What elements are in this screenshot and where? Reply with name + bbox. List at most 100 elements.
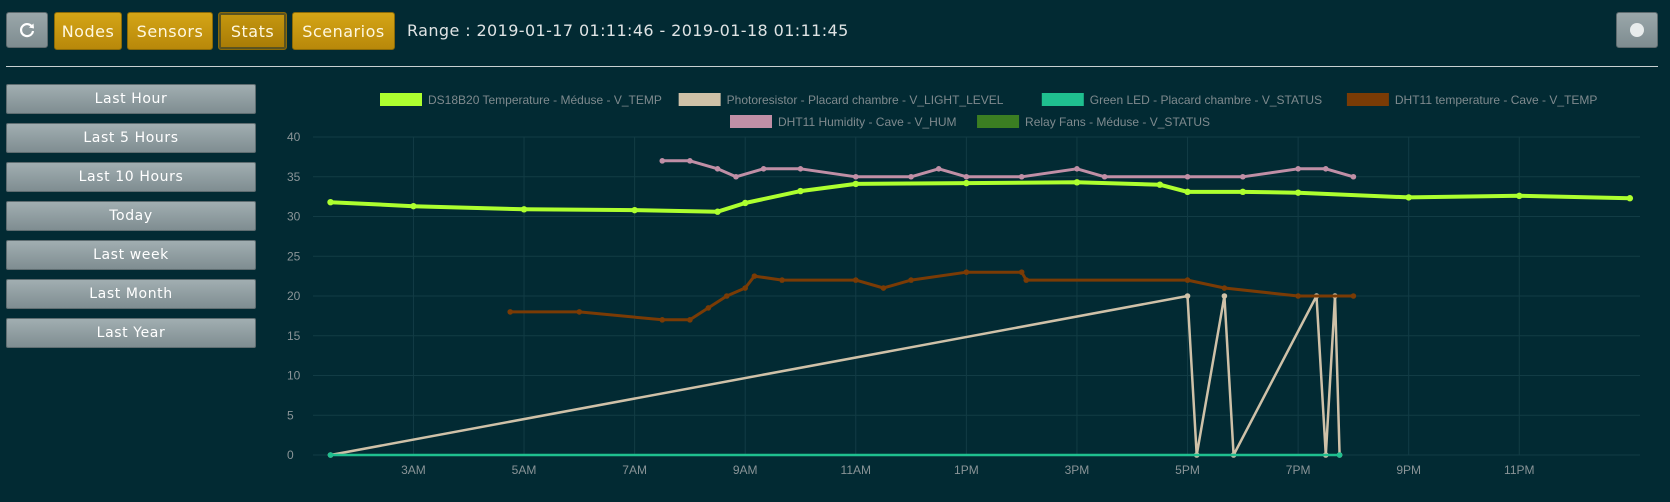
y-tick-label: 10 xyxy=(287,369,301,383)
legend-swatch xyxy=(977,115,1020,128)
data-point xyxy=(1221,285,1228,291)
x-tick-label: 3PM xyxy=(1065,463,1090,477)
data-point xyxy=(797,187,804,195)
data-point xyxy=(1184,188,1191,196)
refresh-button[interactable] xyxy=(6,12,48,48)
data-point xyxy=(1184,173,1191,180)
data-point xyxy=(852,173,859,180)
data-point xyxy=(1018,173,1025,180)
data-point xyxy=(507,309,514,315)
data-point xyxy=(1516,192,1523,200)
data-point xyxy=(1101,173,1108,180)
stats-chart: 0 5 10 15 20 25 30 35 40 3AM 5AM 7AM 9AM 11AM 1PM 3PM 5P… xyxy=(280,85,1660,489)
x-tick-label: 1PM xyxy=(954,463,979,477)
legend-label: DS18B20 Temperature - Méduse - V_TEMP xyxy=(428,93,662,107)
data-point xyxy=(520,206,528,213)
toggle-button[interactable] xyxy=(1616,12,1658,48)
data-point xyxy=(1184,277,1191,283)
range-today-button[interactable]: Today xyxy=(6,201,256,231)
y-tick-label: 35 xyxy=(287,170,301,184)
range-last-week-button[interactable]: Last week xyxy=(6,240,256,270)
legend-label: Green LED - Placard chambre - V_STATUS xyxy=(1090,93,1322,107)
legend-label: Photoresistor - Placard chambre - V_LIGH… xyxy=(727,93,1004,107)
data-point xyxy=(1626,195,1634,202)
range-last-hour-button[interactable]: Last Hour xyxy=(6,84,256,114)
data-point xyxy=(797,166,804,172)
toolbar: Nodes Sensors Stats Scenarios Range : 20… xyxy=(6,12,1658,50)
range-last-year-button[interactable]: Last Year xyxy=(6,318,256,348)
data-point xyxy=(576,309,583,315)
nav-sensors-button[interactable]: Sensors xyxy=(127,12,213,50)
x-tick-label: 9PM xyxy=(1396,463,1421,477)
data-point xyxy=(723,293,730,299)
data-point xyxy=(705,305,712,311)
legend-swatch xyxy=(380,93,422,106)
data-point xyxy=(779,277,785,283)
data-point xyxy=(1405,194,1412,201)
data-point xyxy=(1336,452,1343,458)
data-point xyxy=(742,285,748,291)
data-point xyxy=(1023,277,1030,283)
y-tick-label: 40 xyxy=(287,130,301,144)
stats-chart-svg: 0 5 10 15 20 25 30 35 40 3AM 5AM 7AM 9AM 11AM 1PM 3PM 5P… xyxy=(287,93,1640,477)
legend-swatch xyxy=(678,93,721,106)
data-point xyxy=(687,317,693,323)
legend-swatch xyxy=(1041,93,1084,106)
x-tick-label: 11PM xyxy=(1504,463,1534,477)
data-point xyxy=(1322,166,1329,172)
nav-nodes-button[interactable]: Nodes xyxy=(54,12,122,50)
data-point xyxy=(1074,166,1080,172)
legend-swatch xyxy=(730,115,772,128)
data-point xyxy=(935,166,942,172)
x-tick-label: 9AM xyxy=(733,463,758,477)
data-point xyxy=(1295,166,1301,172)
time-range-sidebar: Last Hour Last 5 Hours Last 10 Hours Tod… xyxy=(6,84,256,357)
data-point xyxy=(1018,269,1025,275)
data-point xyxy=(852,277,859,283)
legend-label: DHT11 temperature - Cave - V_TEMP xyxy=(1395,93,1598,107)
data-point xyxy=(1073,179,1081,186)
data-point xyxy=(908,277,914,283)
data-point xyxy=(1221,293,1228,299)
data-point xyxy=(1295,293,1301,299)
data-point xyxy=(327,452,334,458)
data-point xyxy=(714,208,721,215)
data-point xyxy=(1156,181,1164,188)
x-tick-label: 5AM xyxy=(512,463,537,477)
data-point xyxy=(1240,173,1246,180)
x-tick-label: 7AM xyxy=(622,463,647,477)
x-tick-label: 7PM xyxy=(1286,463,1311,477)
nav-stats-button[interactable]: Stats xyxy=(218,12,287,50)
series-line xyxy=(660,159,1355,179)
data-point xyxy=(631,206,638,214)
data-point xyxy=(410,202,417,210)
data-point xyxy=(880,285,887,291)
data-point xyxy=(1350,173,1357,180)
circle-icon xyxy=(1630,23,1644,37)
legend-label: DHT11 Humidity - Cave - V_HUM xyxy=(778,115,956,129)
data-point xyxy=(1184,293,1191,299)
legend-label: Relay Fans - Méduse - V_STATUS xyxy=(1025,115,1210,129)
range-last-10-hours-button[interactable]: Last 10 Hours xyxy=(6,162,256,192)
data-point xyxy=(733,173,739,180)
data-point xyxy=(963,179,970,187)
data-point xyxy=(327,198,334,206)
y-tick-label: 5 xyxy=(287,408,294,422)
range-last-month-button[interactable]: Last Month xyxy=(6,279,256,309)
data-point xyxy=(963,269,970,275)
y-tick-label: 0 xyxy=(287,448,294,462)
header-divider xyxy=(6,66,1658,67)
legend-swatch xyxy=(1346,93,1389,106)
y-tick-label: 15 xyxy=(287,329,301,343)
data-point xyxy=(659,317,666,323)
range-last-5-hours-button[interactable]: Last 5 Hours xyxy=(6,123,256,153)
data-point xyxy=(687,158,693,164)
nav-scenarios-button[interactable]: Scenarios xyxy=(292,12,395,50)
y-tick-label: 30 xyxy=(287,210,301,224)
data-point xyxy=(714,166,721,172)
y-tick-label: 20 xyxy=(287,289,301,303)
data-point xyxy=(1294,189,1302,196)
data-point xyxy=(751,273,758,279)
data-point xyxy=(741,199,749,207)
x-tick-label: 11AM xyxy=(841,463,871,477)
